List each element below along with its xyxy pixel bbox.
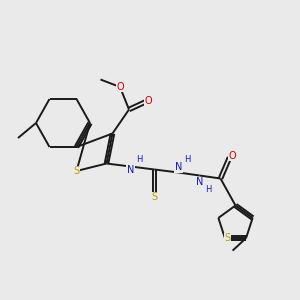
Text: S: S xyxy=(74,166,80,176)
Text: N: N xyxy=(175,162,182,172)
Text: O: O xyxy=(116,82,124,92)
Text: S: S xyxy=(225,233,231,243)
Text: H: H xyxy=(205,185,211,194)
Text: S: S xyxy=(152,192,158,202)
Text: N: N xyxy=(196,177,203,187)
Text: N: N xyxy=(127,165,134,175)
Text: H: H xyxy=(184,155,190,164)
Text: O: O xyxy=(145,95,152,106)
Text: O: O xyxy=(229,151,236,161)
Text: H: H xyxy=(136,155,142,164)
